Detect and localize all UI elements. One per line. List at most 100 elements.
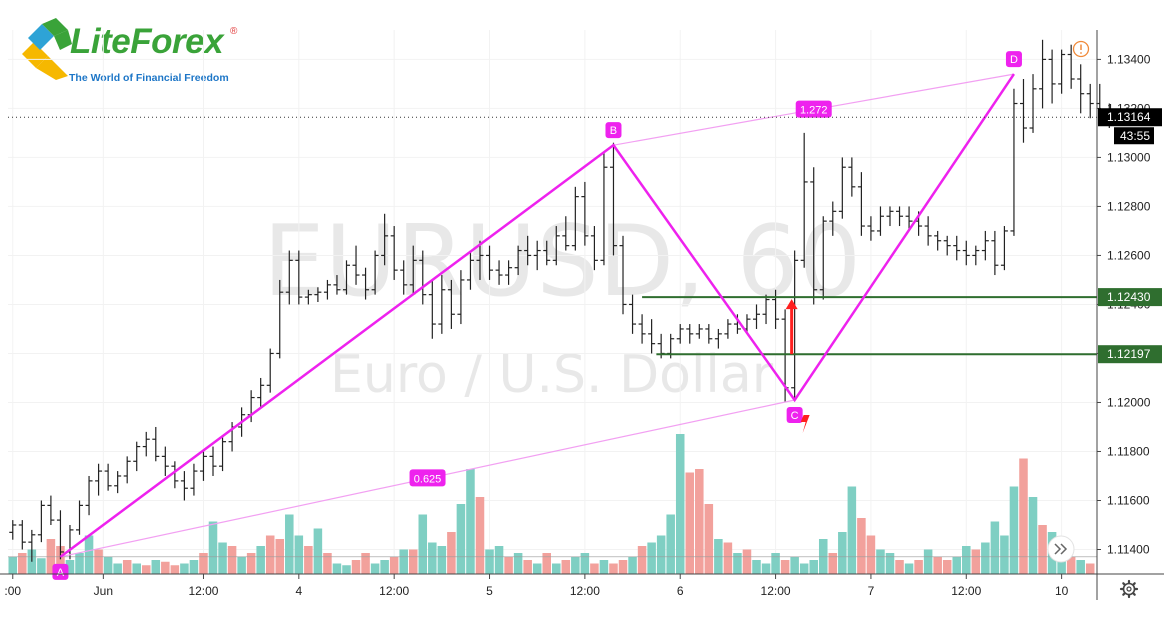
chart-watermark: EURUSD, 60 Euro / U.S. Dollar [263,205,861,405]
volume-bar [75,553,84,574]
current-price-label: 1.13164 [1098,108,1162,127]
price-bar [409,245,417,295]
price-bar [9,520,17,540]
volume-bar [141,565,151,574]
abcd-pattern[interactable]: 0.625 1.272 A B C D [52,51,1022,580]
pivot-label[interactable]: C [786,407,803,424]
volume-bar [46,539,56,574]
price-bar [419,250,427,305]
price-bar [924,216,932,246]
ratio-label-bg [795,100,832,118]
volume-bar [227,546,237,574]
price-bar [323,279,331,300]
volume-bar [990,521,1000,574]
price-bar [152,426,160,462]
volume-bar [818,539,828,574]
price-bar [495,260,503,285]
volume-bar [332,563,342,574]
price-bar [648,319,656,354]
volume-bar [532,563,542,574]
volume-bar [199,553,208,574]
logo-mark-icon [22,18,72,80]
volume-bar [113,563,122,574]
price-bar [199,451,207,481]
price-bar [295,250,303,305]
volume-bar [628,556,637,574]
price-bar [686,324,694,344]
volume-bar [876,549,885,574]
price-bar [37,500,45,543]
volume-bar [180,563,189,574]
time-tick-label: 6 [677,584,684,598]
volume-bar [857,518,866,574]
price-bar [829,201,837,236]
alert-circle-icon[interactable] [1072,40,1090,58]
brand-logo: LiteForex ® The World of Financial Freed… [18,18,248,88]
level-price-text: 1.12430 [1107,290,1151,304]
registered-mark: ® [230,26,238,37]
price-bar [161,446,169,476]
volume-bar [723,542,733,574]
price-bar [400,260,408,295]
pivot-label-bg [605,122,622,139]
price-tick-label: 1.11400 [1107,542,1150,556]
volume-bar [971,549,981,574]
current-price-text: 1.13164 [1107,110,1151,124]
price-bar [800,132,808,268]
volume-bar [161,561,170,574]
volume-bar [389,556,399,574]
volume-bar [485,549,494,574]
time-tick-label: 12:00 [570,584,600,598]
time-tick-label: 12:00 [188,584,218,598]
pivot-label[interactable]: A [52,563,69,580]
price-bar [676,324,684,344]
volume-bar [942,560,952,574]
price-bar [219,436,227,472]
price-bar [714,328,722,349]
scroll-right-icon[interactable] [1047,535,1075,563]
gear-icon[interactable] [1119,579,1139,599]
price-bar [1039,39,1047,109]
volume-bar [313,528,323,574]
time-tick-label: :00 [4,584,21,598]
price-bar [867,216,875,241]
volume-bar [323,553,332,574]
price-bar [791,250,799,398]
volume-bar [132,563,141,574]
price-bar [486,245,494,280]
price-bar [123,456,131,484]
ratio-label-bg [409,469,446,487]
price-bar [1048,49,1056,104]
brand-tagline: The World of Financial Freedom [69,72,229,84]
price-bar [819,216,827,300]
volume-bar [666,514,675,574]
current-price-bg [1098,108,1162,127]
pivot-label[interactable]: B [605,122,622,139]
price-bar [257,377,265,408]
volume-bar [399,549,408,574]
price-bar [514,245,522,276]
time-tick-label: 12:00 [951,584,981,598]
chart-axes: 1.114001.116001.118001.120001.122001.124… [0,30,1164,600]
level-price-bg [1098,345,1162,364]
price-bar [543,240,551,266]
volume-bar [256,546,265,574]
price-bar [190,463,198,496]
price-bar [896,206,904,227]
volume-bar [504,556,513,574]
volume-bar [580,553,590,574]
pivot-label-bg [52,563,69,580]
volume-bar [609,563,618,574]
price-bar [1029,74,1037,133]
pivot-label[interactable]: D [1005,51,1022,68]
price-bar [590,226,598,271]
price-bar [953,235,961,261]
volume-bar [170,565,180,574]
volume-bar [456,504,466,574]
volume-bar [1076,560,1085,574]
volume-bar [361,553,370,574]
abcd-zigzag[interactable] [59,73,1015,558]
price-bar [266,348,274,393]
horizontal-levels[interactable] [642,296,1097,356]
